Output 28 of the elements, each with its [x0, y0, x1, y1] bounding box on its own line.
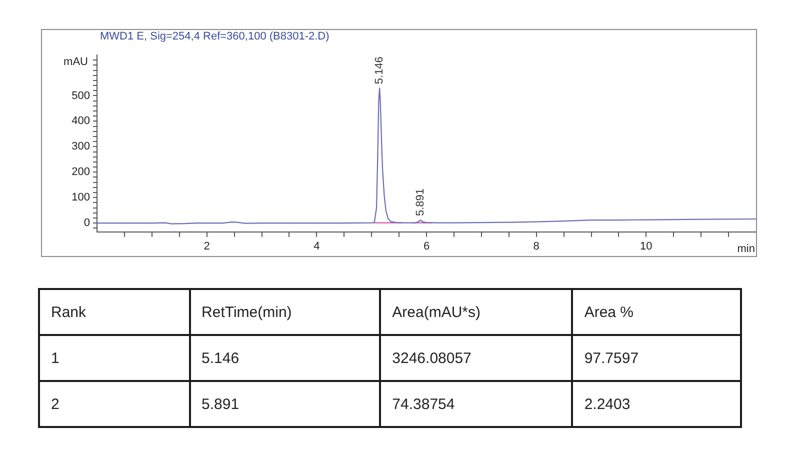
y-tick-label: 0 — [84, 217, 90, 230]
y-axis-title: mAU — [64, 56, 88, 68]
text: 2.2403 — [584, 396, 630, 412]
x-tick-label: 4 — [314, 240, 320, 253]
x-tick-label: 2 — [204, 240, 210, 253]
category-label: Rank — [51, 304, 86, 320]
text: 2 — [51, 396, 60, 412]
annotation: 5.146 — [374, 56, 386, 84]
text: 1 — [51, 350, 60, 366]
x-tick-label: 10 — [640, 240, 652, 253]
text: 74.38754 — [392, 396, 455, 412]
x-tick-label: 6 — [423, 240, 430, 253]
text: 3246.08057 — [392, 350, 472, 366]
annotation: 5.891 — [414, 188, 427, 216]
y-tick-label: 100 — [72, 192, 90, 204]
x-axis-title: min — [737, 243, 755, 256]
y-tick-label: 400 — [72, 115, 90, 128]
chart-title: MWD1 E, Sig=254,4 Ref=360,100 (B8301-2.D) — [100, 30, 330, 43]
text: 5.146 — [202, 350, 240, 366]
x-tick-label: 8 — [533, 240, 540, 253]
y-tick-label: 500 — [72, 90, 90, 102]
y-tick-label: 200 — [72, 166, 90, 178]
y-tick-label: 300 — [72, 140, 90, 153]
category-label: Area % — [584, 304, 634, 320]
text: 5.891 — [202, 396, 240, 412]
category-label: RetTime(min) — [202, 304, 292, 320]
category-label: Area(mAU*s) — [392, 304, 481, 320]
text: 97.7597 — [584, 350, 639, 366]
